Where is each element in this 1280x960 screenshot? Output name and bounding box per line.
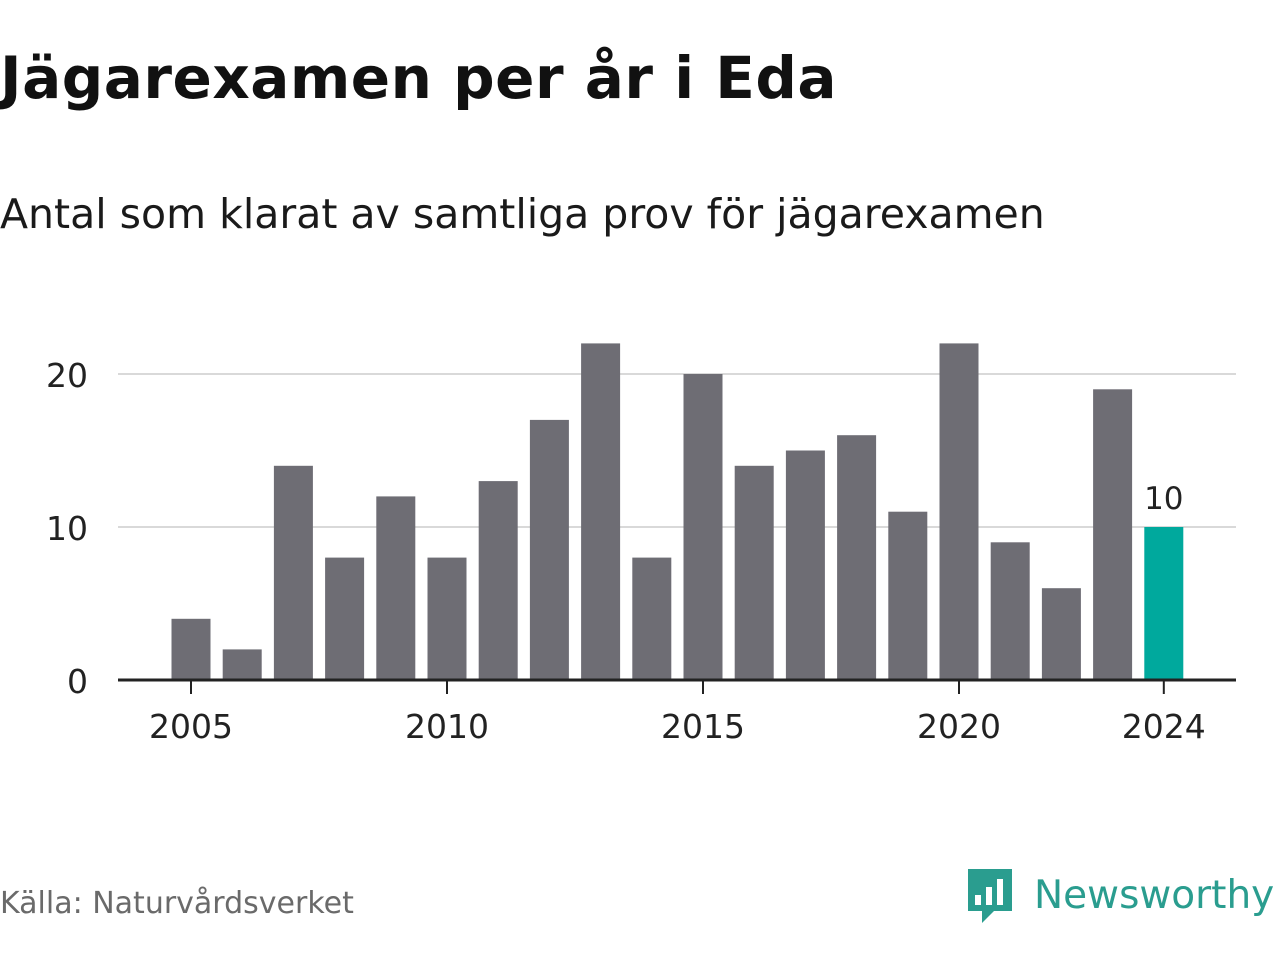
bars	[171, 343, 1184, 680]
bar-2012	[529, 419, 569, 680]
bar-2015	[683, 374, 723, 680]
chart-subtitle: Antal som klarat av samtliga prov för jä…	[0, 190, 1045, 238]
bar-2020	[939, 343, 979, 680]
x-axis: 2005 2010 2015 2020 2024	[118, 678, 1236, 746]
newsworthy-logo: Newsworthy	[964, 864, 1274, 928]
newsworthy-logo-icon	[968, 869, 1012, 923]
bar-2023	[1093, 389, 1133, 680]
bar-2011	[478, 481, 518, 680]
bar-2024	[1144, 527, 1184, 680]
bar-2017	[785, 450, 825, 680]
bar-2007	[273, 465, 313, 680]
bar-2019	[888, 511, 928, 680]
x-tick-label-2020: 2020	[917, 707, 1001, 746]
bar-2016	[734, 465, 774, 680]
bar-2022	[1041, 588, 1081, 680]
chart-title: Jägarexamen per år i Eda	[0, 44, 838, 112]
bar-2009	[376, 496, 416, 680]
source-note: Källa: Naturvårdsverket	[0, 886, 354, 921]
data-labels: 10	[1144, 481, 1183, 517]
bar-2010	[427, 557, 467, 680]
bar-2021	[990, 542, 1030, 680]
x-tick-label-2005: 2005	[149, 707, 233, 746]
y-tick-label-10: 10	[46, 509, 88, 548]
x-tick-label-2015: 2015	[661, 707, 745, 746]
bar-2008	[325, 557, 365, 680]
bar-2005	[171, 618, 211, 680]
y-tick-label-0: 0	[67, 662, 88, 701]
bar-2013	[581, 343, 621, 680]
x-tick-label-2024: 2024	[1122, 707, 1206, 746]
bar-2014	[632, 557, 672, 680]
y-tick-label-20: 20	[46, 356, 88, 395]
bar-2006	[222, 649, 262, 680]
x-tick-label-2010: 2010	[405, 707, 489, 746]
bar-chart: 0 10 20 2005 2010 2015 2020 2024 10	[46, 343, 1236, 746]
bar-2018	[837, 435, 877, 680]
data-label-2024: 10	[1144, 481, 1183, 517]
newsworthy-logo-text: Newsworthy	[1034, 873, 1275, 918]
y-axis-labels: 0 10 20	[46, 356, 88, 701]
